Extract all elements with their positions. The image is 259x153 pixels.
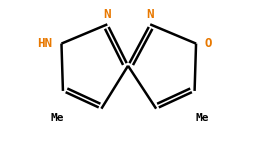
Text: N: N (104, 8, 111, 21)
Text: Me: Me (50, 113, 64, 123)
Text: N: N (146, 8, 154, 21)
Text: O: O (205, 37, 212, 50)
Text: HN: HN (38, 37, 53, 50)
Text: Me: Me (195, 113, 209, 123)
